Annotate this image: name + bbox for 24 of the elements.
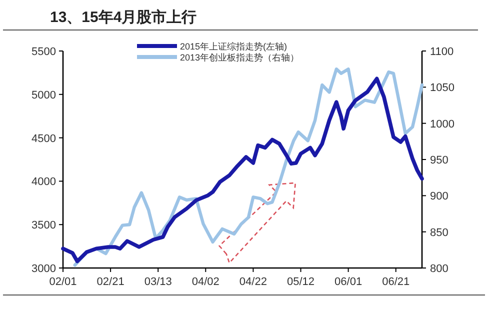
y2-tick-label: 850	[430, 226, 448, 239]
y2-tick-label: 1000	[430, 118, 454, 130]
y2-tick-label: 1050	[430, 82, 454, 94]
x-tick-label: 04/22	[239, 276, 267, 288]
y-tick-label: 4000	[32, 176, 56, 188]
x-tick-label: 05/12	[286, 276, 315, 288]
y-tick-label: 4500	[32, 132, 56, 145]
x-tick-label: 02/01	[49, 276, 77, 288]
x-tick-label: 04/02	[192, 276, 220, 288]
chart-title: 13、15年4月股市上行	[50, 8, 197, 26]
y2-tick-label: 950	[430, 154, 448, 166]
legend-label: 2013年创业板指走势（右轴）	[180, 52, 300, 62]
y-tick-label: 5000	[32, 89, 56, 102]
y-tick-label: 5500	[32, 46, 56, 58]
x-tick-label: 06/01	[334, 276, 362, 288]
y2-tick-label: 800	[430, 263, 448, 275]
y2-tick-label: 900	[430, 190, 448, 203]
y-tick-label: 3500	[32, 220, 56, 232]
x-tick-label: 03/13	[144, 276, 172, 288]
x-tick-label: 02/21	[96, 276, 124, 288]
y-tick-label: 3000	[32, 263, 56, 275]
x-tick-label: 06/21	[382, 276, 410, 288]
y2-tick-label: 1100	[430, 46, 454, 58]
legend-label: 2015年上证综指走势(左轴)	[180, 42, 288, 52]
